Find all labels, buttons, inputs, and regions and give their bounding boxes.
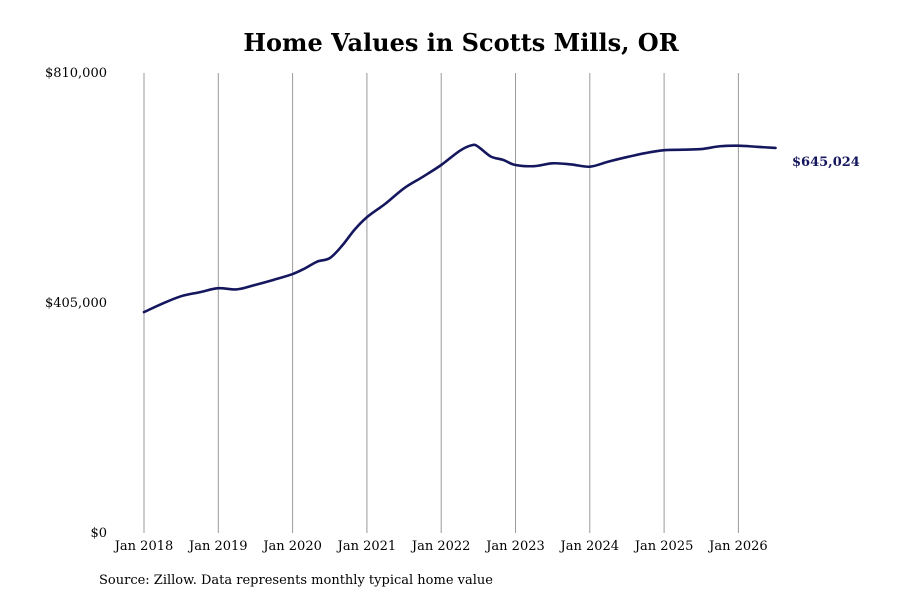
x-tick-label: Jan 2023 [484, 539, 545, 554]
y-tick-label: $405,000 [45, 296, 107, 311]
source-note: Source: Zillow. Data represents monthly … [99, 573, 493, 588]
chart-title: Home Values in Scotts Mills, OR [243, 28, 679, 57]
x-tick-label: Jan 2024 [559, 539, 620, 554]
y-tick-label: $0 [90, 526, 107, 541]
y-tick-label: $810,000 [45, 66, 107, 81]
x-tick-label: Jan 2021 [336, 539, 397, 554]
x-tick-label: Jan 2019 [187, 539, 248, 554]
chart-gridlines [143, 73, 739, 533]
x-tick-label: Jan 2018 [113, 539, 174, 554]
series-line [142, 143, 777, 314]
x-tick-label: Jan 2022 [410, 539, 471, 554]
x-axis: Jan 2018 Jan 2019 Jan 2020 Jan 2021 Jan 2022… [113, 539, 768, 554]
x-tick-label: Jan 2025 [633, 539, 694, 554]
x-tick-label: Jan 2026 [707, 539, 768, 554]
y-axis: $0 $405,000 $810,000 [45, 66, 107, 541]
x-tick-label: Jan 2020 [261, 539, 322, 554]
end-value-label: $645,024 [792, 155, 860, 170]
